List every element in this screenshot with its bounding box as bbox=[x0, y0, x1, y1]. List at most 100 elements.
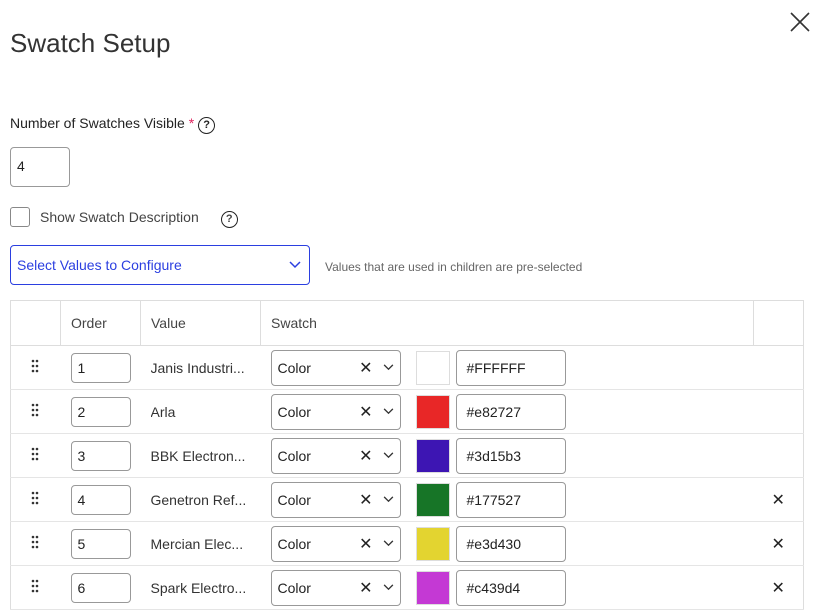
value-text: Mercian Elec... bbox=[150, 535, 244, 552]
hex-input[interactable]: #e82727 bbox=[455, 393, 566, 430]
swatch-table: Order Value Swatch 1 Janis Industri... C… bbox=[10, 300, 804, 610]
actions-cell bbox=[753, 345, 804, 390]
clear-icon[interactable]: ✕ bbox=[359, 359, 373, 377]
order-input[interactable]: 4 bbox=[70, 484, 131, 515]
order-input[interactable]: 3 bbox=[70, 440, 131, 471]
hex-input[interactable]: #c439d4 bbox=[455, 569, 566, 606]
drag-handle-icon[interactable] bbox=[31, 491, 39, 505]
table-row: 6 Spark Electro... Color ✕ #c439d4 ✕ bbox=[10, 565, 804, 610]
swatch-cell: Color ✕ #e3d430 bbox=[260, 521, 754, 566]
clear-icon[interactable]: ✕ bbox=[359, 447, 373, 465]
drag-handle-icon[interactable] bbox=[31, 403, 39, 417]
drag-cell bbox=[10, 345, 61, 390]
swatch-type-select[interactable]: Color ✕ bbox=[270, 437, 401, 474]
actions-cell: ✕ bbox=[753, 565, 804, 610]
chevron-down-icon[interactable] bbox=[383, 408, 394, 415]
table-row: 1 Janis Industri... Color ✕ #FFFFFF bbox=[10, 345, 804, 390]
table-row: 4 Genetron Ref... Color ✕ #177527 ✕ bbox=[10, 477, 804, 522]
swatch-cell: Color ✕ #c439d4 bbox=[260, 565, 754, 610]
clear-icon[interactable]: ✕ bbox=[359, 535, 373, 553]
delete-row-icon[interactable]: ✕ bbox=[771, 579, 785, 597]
drag-handle-icon[interactable] bbox=[31, 579, 39, 593]
chevron-down-icon[interactable] bbox=[383, 584, 394, 591]
value-cell: Arla bbox=[140, 389, 261, 434]
value-cell: Mercian Elec... bbox=[140, 521, 261, 566]
swatch-type-select[interactable]: Color ✕ bbox=[270, 481, 401, 518]
num-swatches-label: Number of Swatches Visible * ? bbox=[10, 115, 216, 134]
color-swatch[interactable] bbox=[415, 438, 450, 473]
swatch-cell: Color ✕ #177527 bbox=[260, 477, 754, 522]
drag-cell bbox=[10, 521, 61, 566]
hex-input[interactable]: #3d15b3 bbox=[455, 437, 566, 474]
chevron-down-icon[interactable] bbox=[383, 452, 394, 459]
actions-cell bbox=[753, 389, 804, 434]
clear-icon[interactable]: ✕ bbox=[359, 579, 373, 597]
swatch-cell: Color ✕ #FFFFFF bbox=[260, 345, 754, 390]
drag-cell bbox=[10, 433, 61, 478]
order-input[interactable]: 6 bbox=[70, 572, 131, 603]
value-text: Arla bbox=[150, 403, 176, 420]
color-swatch[interactable] bbox=[415, 394, 450, 429]
num-swatches-text: Number of Swatches Visible bbox=[10, 115, 185, 131]
value-text: Janis Industri... bbox=[150, 359, 245, 376]
swatch-type-value: Color bbox=[277, 447, 311, 464]
value-cell: Janis Industri... bbox=[140, 345, 261, 390]
value-cell: Genetron Ref... bbox=[140, 477, 261, 522]
drag-handle-icon[interactable] bbox=[31, 535, 39, 549]
drag-cell bbox=[10, 389, 61, 434]
select-values-dropdown[interactable]: Select Values to Configure bbox=[10, 245, 310, 285]
color-swatch[interactable] bbox=[415, 570, 450, 605]
col-handle bbox=[10, 300, 61, 346]
order-cell: 6 bbox=[60, 565, 141, 610]
swatch-type-value: Color bbox=[277, 579, 311, 596]
show-description-checkbox[interactable] bbox=[10, 207, 30, 227]
col-swatch: Swatch bbox=[260, 300, 754, 346]
col-order: Order bbox=[60, 300, 141, 346]
order-input[interactable]: 2 bbox=[70, 396, 131, 427]
swatch-type-select[interactable]: Color ✕ bbox=[270, 349, 401, 386]
order-input[interactable]: 1 bbox=[70, 352, 131, 383]
help-icon[interactable]: ? bbox=[198, 117, 216, 134]
preselected-note: Values that are used in children are pre… bbox=[325, 260, 583, 274]
swatch-type-value: Color bbox=[277, 403, 311, 420]
order-cell: 4 bbox=[60, 477, 141, 522]
drag-cell bbox=[10, 565, 61, 610]
swatch-type-select[interactable]: Color ✕ bbox=[270, 525, 401, 562]
hex-input[interactable]: #FFFFFF bbox=[455, 349, 566, 386]
col-actions bbox=[753, 300, 804, 346]
hex-input[interactable]: #177527 bbox=[455, 481, 566, 518]
swatch-cell: Color ✕ #e82727 bbox=[260, 389, 754, 434]
color-swatch[interactable] bbox=[415, 350, 450, 385]
num-swatches-input[interactable]: 4 bbox=[10, 147, 70, 187]
show-description-label: Show Swatch Description? bbox=[40, 209, 238, 228]
chevron-down-icon bbox=[289, 261, 301, 269]
hex-input[interactable]: #e3d430 bbox=[455, 525, 566, 562]
order-input[interactable]: 5 bbox=[70, 528, 131, 559]
swatch-type-value: Color bbox=[277, 491, 311, 508]
chevron-down-icon[interactable] bbox=[383, 540, 394, 547]
delete-row-icon[interactable]: ✕ bbox=[771, 491, 785, 509]
swatch-type-select[interactable]: Color ✕ bbox=[270, 569, 401, 606]
actions-cell: ✕ bbox=[753, 521, 804, 566]
clear-icon[interactable]: ✕ bbox=[359, 491, 373, 509]
color-swatch[interactable] bbox=[415, 526, 450, 561]
swatch-type-value: Color bbox=[277, 359, 311, 376]
close-icon[interactable] bbox=[788, 10, 812, 34]
order-cell: 3 bbox=[60, 433, 141, 478]
swatch-type-select[interactable]: Color ✕ bbox=[270, 393, 401, 430]
clear-icon[interactable]: ✕ bbox=[359, 403, 373, 421]
color-swatch[interactable] bbox=[415, 482, 450, 517]
help-icon[interactable]: ? bbox=[220, 211, 238, 228]
table-row: 5 Mercian Elec... Color ✕ #e3d430 ✕ bbox=[10, 521, 804, 566]
delete-row-icon[interactable]: ✕ bbox=[771, 535, 785, 553]
chevron-down-icon[interactable] bbox=[383, 496, 394, 503]
col-value: Value bbox=[140, 300, 261, 346]
value-text: BBK Electron... bbox=[150, 447, 246, 464]
swatch-cell: Color ✕ #3d15b3 bbox=[260, 433, 754, 478]
chevron-down-icon[interactable] bbox=[383, 364, 394, 371]
drag-handle-icon[interactable] bbox=[31, 359, 39, 373]
drag-cell bbox=[10, 477, 61, 522]
drag-handle-icon[interactable] bbox=[31, 447, 39, 461]
actions-cell: ✕ bbox=[753, 477, 804, 522]
value-text: Genetron Ref... bbox=[150, 491, 247, 508]
